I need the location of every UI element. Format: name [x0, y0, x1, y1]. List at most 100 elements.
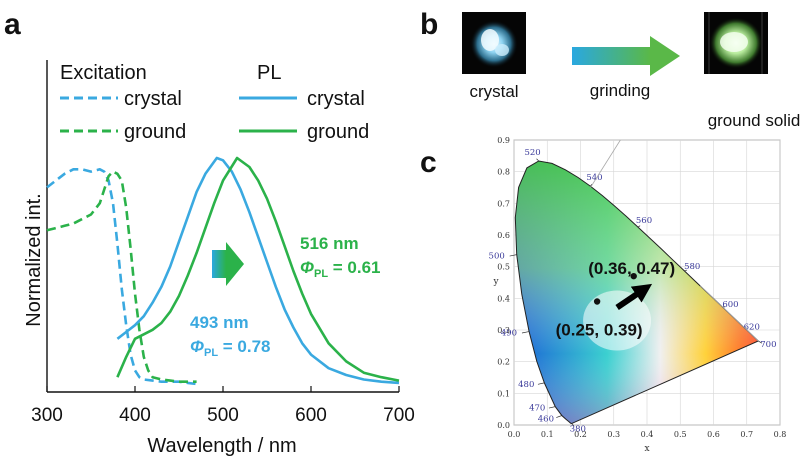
- phi-subscript: PL: [314, 268, 328, 280]
- cie-wavelength-tick: [521, 331, 530, 334]
- cie-tick-labels: 0.0 0.1 0.2 0.3 0.4 0.5 0.6 0.7 0.8 0.0 0.1 0.2 0.3 0…: [497, 136, 786, 439]
- cie-x-tick-label: 0.3: [607, 430, 620, 439]
- cie-wavelength-label: 580: [684, 262, 700, 272]
- cie-wavelength-tick: [509, 254, 517, 257]
- panel-a-x-tick-labels: 300 400 500 600 700: [31, 405, 415, 426]
- cie-wavelength-tick: [571, 423, 575, 427]
- phi-symbol: Φ: [300, 258, 314, 277]
- cie-wavelength-label: 460: [538, 415, 554, 425]
- cie-wavelength-tick: [536, 158, 539, 162]
- cie-y-tick-label: 0.7: [497, 199, 510, 208]
- cie-wavelength-label: 560: [636, 216, 652, 226]
- cie-y-tick-label: 0.9: [497, 136, 510, 145]
- annotation-ground-peak: 516 nm: [300, 234, 359, 253]
- cie-wavelength-label: 700: [760, 340, 776, 350]
- panel-a-axes: [46, 60, 400, 393]
- cie-y-tick-label: 0.5: [497, 263, 510, 272]
- cie-wavelength-label: 480: [518, 380, 534, 390]
- panel-a-label: a: [4, 8, 21, 41]
- phi-symbol: Φ: [190, 337, 204, 356]
- cie-wavelength-tick: [556, 415, 563, 418]
- qy-value: 0.61: [347, 258, 380, 277]
- panel-a-x-tick-label: 400: [119, 405, 151, 426]
- panel-a-spectra: 300 400 500 600 700 Wavelength / nm Normaliz…: [23, 60, 415, 456]
- legend-title-excitation: Excitation: [60, 62, 147, 84]
- annotation-crystal-peak: 493 nm: [190, 313, 249, 332]
- grinding-caption: grinding: [590, 81, 651, 100]
- panel-a-series: [46, 156, 400, 386]
- cie-point-label: (0.25, 0.39): [556, 321, 643, 340]
- cie-wavelength-tick: [548, 406, 556, 409]
- cie-x-tick-label: 0.0: [508, 430, 521, 439]
- legend-label-excitation-ground: ground: [124, 121, 186, 143]
- panel-a-y-axis-title: Normalized int.: [23, 193, 45, 326]
- cie-wavelength-label: 620: [744, 322, 760, 332]
- cie-y-tick-label: 0.0: [497, 421, 510, 430]
- legend-label-excitation-crystal: crystal: [124, 88, 182, 110]
- cie-x-tick-label: 0.4: [641, 430, 654, 439]
- cie-x-tick-label: 0.8: [774, 430, 787, 439]
- cie-wavelength-tick: [684, 269, 688, 272]
- series-excitation-crystal: [46, 168, 197, 386]
- series-excitation-ground: [46, 170, 197, 384]
- cie-point: [630, 272, 637, 280]
- legend-label-pl-crystal: crystal: [307, 88, 365, 110]
- legend-title-pl: PL: [257, 62, 281, 84]
- cie-y-tick-label: 0.1: [497, 389, 510, 398]
- panel-a-x-tick-label: 700: [383, 405, 415, 426]
- panel-c-label: c: [420, 146, 437, 179]
- cie-x-tick-label: 0.7: [740, 430, 753, 439]
- qy-value: 0.78: [237, 337, 270, 356]
- cie-y-tick-label: 0.3: [497, 326, 510, 335]
- cie-wavelength-label: 520: [524, 148, 540, 158]
- cie-wavelength-tick: [758, 340, 763, 344]
- cie-wavelength-label: 380: [570, 424, 586, 434]
- red-shift-arrow: [212, 242, 244, 286]
- panel-a-legend: Excitation crystal ground PL crystal gro…: [60, 62, 369, 143]
- cie-shift-arrow: [615, 283, 653, 310]
- cie-point-label: (0.36, 0.47): [588, 259, 675, 278]
- series-pl-crystal: [116, 156, 400, 385]
- cie-points: (0.25, 0.39) (0.36, 0.47): [556, 259, 676, 339]
- cie-wavelength-tick: [537, 382, 545, 385]
- series-pl-ground: [116, 156, 400, 382]
- cie-x-tick-label: 0.1: [541, 430, 554, 439]
- cie-x-axis-title: x: [644, 444, 649, 454]
- cie-wavelength-tick: [637, 225, 641, 228]
- panel-a-x-tick-label: 600: [295, 405, 327, 426]
- legend-label-pl-ground: ground: [307, 121, 369, 143]
- annotation-ground-qy: ΦPL = 0.61: [300, 258, 381, 280]
- panel-b-photos: crystal grinding ground solid: [462, 12, 800, 130]
- panel-a-x-axis-title: Wavelength / nm: [147, 435, 296, 456]
- panel-a-x-tick-label: 300: [31, 405, 63, 426]
- cie-edge-line: [590, 139, 621, 188]
- cie-wavelength-label: 600: [722, 300, 738, 310]
- cie-edge-line: [699, 285, 759, 342]
- cie-x-tick-label: 0.2: [574, 430, 587, 439]
- panel-a-x-tick-label: 500: [207, 405, 239, 426]
- cie-x-tick-label: 0.5: [674, 430, 687, 439]
- cie-y-tick-label: 0.8: [497, 168, 510, 177]
- cie-wavelength-tick: [590, 183, 593, 187]
- annotation-crystal-qy: ΦPL = 0.78: [190, 337, 271, 359]
- eq-sign: =: [328, 258, 347, 277]
- ground-solid-photo: [704, 12, 768, 74]
- cie-y-tick-label: 0.4: [497, 294, 510, 303]
- cie-y-tick-label: 0.2: [497, 358, 510, 367]
- cie-y-axis-title: y: [492, 277, 499, 287]
- cie-wavelength-label: 500: [489, 252, 505, 262]
- cie-y-tick-label: 0.6: [497, 231, 510, 240]
- cie-wavelength-label: 490: [501, 329, 517, 339]
- panel-c-cie-diagram: 380460470480490500520540560580600620700 …: [489, 136, 787, 454]
- cie-x-tick-label: 0.6: [707, 430, 720, 439]
- cie-wavelength-label: 470: [529, 404, 545, 414]
- panel-b-label: b: [420, 8, 438, 41]
- phi-subscript: PL: [204, 347, 218, 359]
- grinding-arrow: [572, 36, 680, 76]
- cie-wavelength-label: 540: [586, 173, 602, 183]
- crystal-caption: crystal: [469, 82, 518, 101]
- cie-point: [593, 298, 601, 305]
- crystal-photo: [462, 12, 526, 74]
